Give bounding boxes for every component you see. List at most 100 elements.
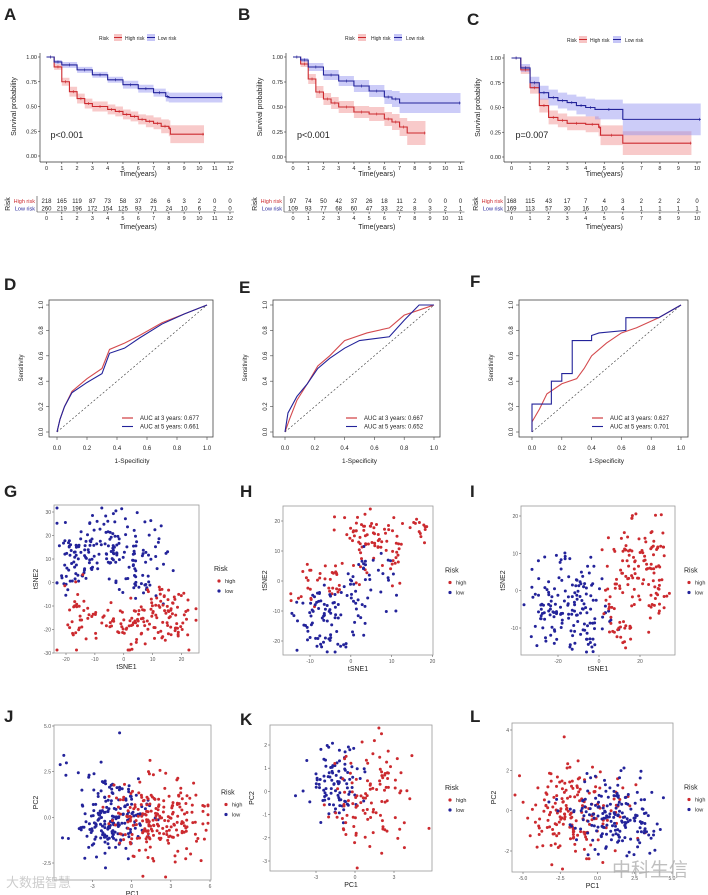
point-high	[637, 564, 640, 568]
point-high	[373, 541, 377, 545]
x-axis-label: Time(years)	[586, 171, 623, 178]
point-low	[635, 790, 639, 794]
point-high	[369, 801, 373, 805]
point-low	[122, 550, 126, 554]
point-high	[632, 603, 636, 606]
point-low	[341, 821, 345, 825]
point-high	[81, 573, 85, 577]
point-high	[159, 629, 163, 633]
point-high	[551, 805, 555, 809]
point-low	[322, 640, 325, 644]
point-high	[564, 788, 568, 792]
x-tick-label: 1.0	[203, 446, 212, 452]
point-high	[94, 611, 98, 614]
point-high	[167, 794, 171, 798]
panel-letter: L	[470, 707, 480, 726]
point-high	[333, 762, 337, 765]
point-low	[612, 789, 616, 793]
point-high	[70, 620, 74, 624]
point-low	[79, 537, 83, 541]
point-low	[362, 767, 366, 771]
point-high	[391, 549, 395, 553]
point-high	[558, 780, 562, 784]
point-high	[632, 567, 636, 571]
point-high	[107, 822, 111, 826]
point-low	[106, 544, 110, 548]
point-high	[613, 549, 617, 553]
point-low	[585, 650, 588, 654]
x-tick-label: 0.2	[311, 446, 320, 452]
point-low	[573, 603, 577, 607]
point-high	[146, 810, 150, 814]
point-high	[555, 784, 558, 788]
point-high	[106, 608, 110, 612]
point-high	[356, 515, 359, 519]
point-low	[337, 796, 341, 800]
point-high	[176, 849, 180, 853]
risk-row-label-high: High risk	[14, 199, 36, 205]
point-high	[129, 792, 133, 795]
point-high	[165, 833, 169, 836]
point-high	[419, 535, 423, 539]
risk-count: 68	[335, 207, 342, 213]
point-high	[147, 770, 150, 774]
point-high	[607, 602, 611, 606]
point-low	[558, 560, 562, 564]
risk-count: 0	[228, 199, 232, 205]
point-high	[146, 590, 150, 594]
point-high	[135, 836, 139, 840]
point-low	[111, 512, 115, 516]
x-tick-label: 3	[91, 166, 94, 172]
point-low	[636, 838, 640, 842]
point-low	[354, 589, 358, 593]
point-low	[547, 580, 551, 584]
point-high	[152, 859, 156, 863]
point-high	[399, 542, 403, 546]
y-tick-label: 20	[45, 534, 51, 540]
point-low	[584, 586, 588, 590]
point-low	[556, 593, 560, 597]
point-low	[575, 578, 579, 582]
point-low	[58, 763, 62, 767]
point-low	[604, 845, 608, 849]
point-high	[380, 564, 384, 567]
point-low	[339, 591, 343, 594]
point-high	[333, 515, 336, 519]
point-low	[295, 600, 299, 604]
point-high	[608, 630, 611, 634]
point-high	[131, 854, 135, 858]
legend-label-low: low	[225, 589, 233, 595]
point-high	[185, 825, 189, 829]
point-high	[76, 593, 80, 596]
point-low	[135, 540, 139, 544]
point-high	[397, 547, 401, 551]
point-low	[322, 602, 326, 606]
y-tick-label: 0	[277, 579, 280, 585]
point-low	[83, 548, 87, 552]
point-high	[179, 594, 183, 598]
table-x-tick-label: 5	[121, 216, 124, 222]
point-low	[553, 602, 557, 606]
point-low	[362, 545, 366, 548]
point-high	[122, 618, 126, 622]
point-low	[117, 815, 121, 819]
point-high	[568, 765, 572, 769]
point-low	[633, 801, 637, 805]
point-low	[596, 825, 600, 829]
point-low	[368, 578, 372, 581]
point-low	[337, 748, 341, 752]
point-high	[109, 601, 113, 605]
point-low	[79, 530, 83, 534]
point-low	[603, 778, 606, 782]
point-high	[652, 571, 656, 575]
point-low	[652, 829, 656, 833]
point-low	[556, 809, 560, 813]
point-low	[596, 814, 600, 818]
point-low	[592, 564, 596, 568]
point-high	[647, 583, 651, 586]
point-high	[557, 820, 561, 824]
point-high	[340, 561, 344, 565]
point-low	[322, 774, 326, 778]
point-low	[345, 782, 349, 786]
